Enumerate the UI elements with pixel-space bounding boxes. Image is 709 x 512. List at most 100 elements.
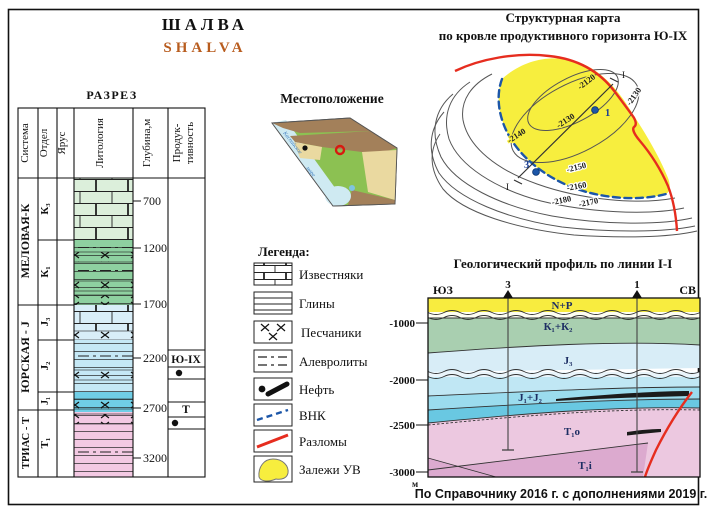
- central-ridge: [290, 131, 397, 154]
- header-productivity-2: тивность: [184, 122, 196, 164]
- contour-2130-ne: -2130: [624, 85, 644, 107]
- label-np: N+P: [552, 300, 573, 312]
- layer-boundaries: [427, 310, 701, 478]
- depth-tick-marks: [133, 200, 141, 459]
- unit-j3-sand: [73, 330, 134, 341]
- oil-lens-t: [627, 429, 661, 436]
- unit-k1-sand3: [73, 294, 134, 306]
- legend-deposit-blob: [258, 458, 289, 482]
- producing-horizon-yu: Ю-IX: [171, 354, 201, 366]
- legend-swatch-clay: [253, 291, 293, 315]
- oil-dot-t: [171, 419, 179, 427]
- tick-2000: -2000: [389, 375, 415, 387]
- well-1-head-marker: [632, 290, 642, 298]
- layer-j3: [428, 343, 700, 372]
- contour-2180: -2180: [551, 193, 572, 207]
- series-j3: J₃: [39, 317, 51, 327]
- hc-deposit-area: [498, 58, 670, 199]
- structure-contours: [430, 69, 698, 238]
- contour-2150: -2150: [565, 160, 587, 175]
- legend-label-faults: Разломы: [299, 434, 347, 449]
- well-1-label: 1: [634, 279, 640, 291]
- profile-fault: [643, 391, 693, 478]
- unit-j3-bricks: [74, 305, 133, 331]
- strat-column: РАЗРЕЗ: [17, 88, 206, 478]
- trace-mark-bottom: I: [506, 182, 509, 192]
- well-3-head-marker: [503, 290, 513, 298]
- system-cretaceous: МЕЛОВАЯ-К: [18, 203, 32, 278]
- contour-2170: -2170: [578, 195, 599, 209]
- profile-title: Геологический профиль по линии I-I: [454, 256, 673, 271]
- depth-2200: 2200: [143, 351, 167, 365]
- tan-patch-west: [294, 142, 322, 160]
- corner-ne: СВ: [679, 283, 696, 297]
- legend-oil-dot: [258, 385, 266, 393]
- header-stage: Ярус: [56, 131, 68, 154]
- series-j2: J₂: [39, 361, 51, 371]
- location-title: Местоположение: [280, 91, 383, 106]
- source-note: По Справочнику 2016 г. с дополнениями 20…: [415, 487, 707, 501]
- legend-title: Легенда:: [258, 244, 310, 259]
- legend-swatch-sandstone: [253, 320, 293, 344]
- header-series: Отдел: [38, 128, 50, 157]
- layer-k1k2: [428, 318, 700, 353]
- unit-k1-lines: [74, 240, 133, 305]
- unit-j2-lines: [74, 340, 133, 392]
- label-t1i: Т₁i: [578, 460, 592, 472]
- lake: [349, 185, 355, 191]
- label-t1o: Т₁о: [564, 426, 581, 438]
- field-title-ru: ШАЛВА: [162, 15, 248, 34]
- map-well-3-label: 3: [524, 160, 529, 171]
- owc-boundary: [497, 77, 668, 200]
- legend-label-limestone: Известняки: [299, 267, 363, 282]
- label-j3: J₃: [564, 355, 574, 367]
- layer-np: [428, 298, 700, 312]
- corner-sw: ЮЗ: [433, 283, 453, 297]
- unit-j1-sand: [73, 398, 134, 410]
- strat-headers: Система Отдел Ярус Литология Глубина,м П…: [19, 118, 196, 168]
- caspian-sea: [272, 120, 346, 206]
- label-j1j2: J₁+J₂: [518, 392, 543, 404]
- legend-label-oil: Нефть: [299, 382, 334, 397]
- strat-grid: [17, 107, 206, 478]
- system-jurassic: ЮРСКАЯ - J: [18, 321, 32, 393]
- depth-1200: 1200: [143, 241, 167, 255]
- page-border: [7, 8, 700, 506]
- legend-swatch-owc: [253, 403, 293, 427]
- axis-unit: м: [412, 479, 418, 489]
- contour-2160: -2160: [566, 179, 587, 192]
- tick-1000: -1000: [389, 318, 415, 330]
- depth-scale: 700 1200 1700 2200 2700 3200: [133, 194, 167, 465]
- layer-np-base: [428, 312, 700, 318]
- geological-profile: Геологический профиль по линии I-I: [389, 256, 701, 489]
- profile-axis-ticks: [416, 322, 428, 473]
- legend-oil-bar: [265, 381, 290, 397]
- map-well-3-dot: [532, 168, 540, 176]
- label-k1k2: К₁+К₂: [544, 321, 574, 333]
- header-depth: Глубина,м: [141, 119, 153, 167]
- unit-k1-sand1: [73, 251, 134, 263]
- well-3-label: 3: [505, 279, 511, 291]
- oil-lens-j: [556, 391, 689, 401]
- legend-swatch-limestone-pattern: [254, 263, 292, 285]
- legend-label-clay: Глины: [299, 296, 335, 311]
- profile-frame: [427, 297, 701, 478]
- unit-t1-sand: [73, 413, 134, 425]
- unit-k3-pattern: [74, 178, 133, 240]
- trace-mark-top: I: [622, 70, 625, 80]
- layer-j3-wavy-band: [428, 372, 700, 377]
- map-title-line2: по кровле продуктивного горизонта Ю-IX: [439, 28, 688, 43]
- header-lithology: Литология: [94, 118, 106, 168]
- series-k1: К₁: [39, 266, 51, 277]
- tick-2500: -2500: [389, 420, 415, 432]
- map-well-1-label: 1: [605, 108, 610, 119]
- profile-wells: 3 1: [502, 279, 643, 473]
- header-system: Система: [19, 123, 31, 163]
- bay: [325, 186, 351, 206]
- location-map: Местоположение Каспийское море: [271, 91, 398, 207]
- series-j1: J₁: [40, 397, 51, 405]
- legend-fault-line: [256, 433, 289, 449]
- map-well-1-dot: [591, 106, 599, 114]
